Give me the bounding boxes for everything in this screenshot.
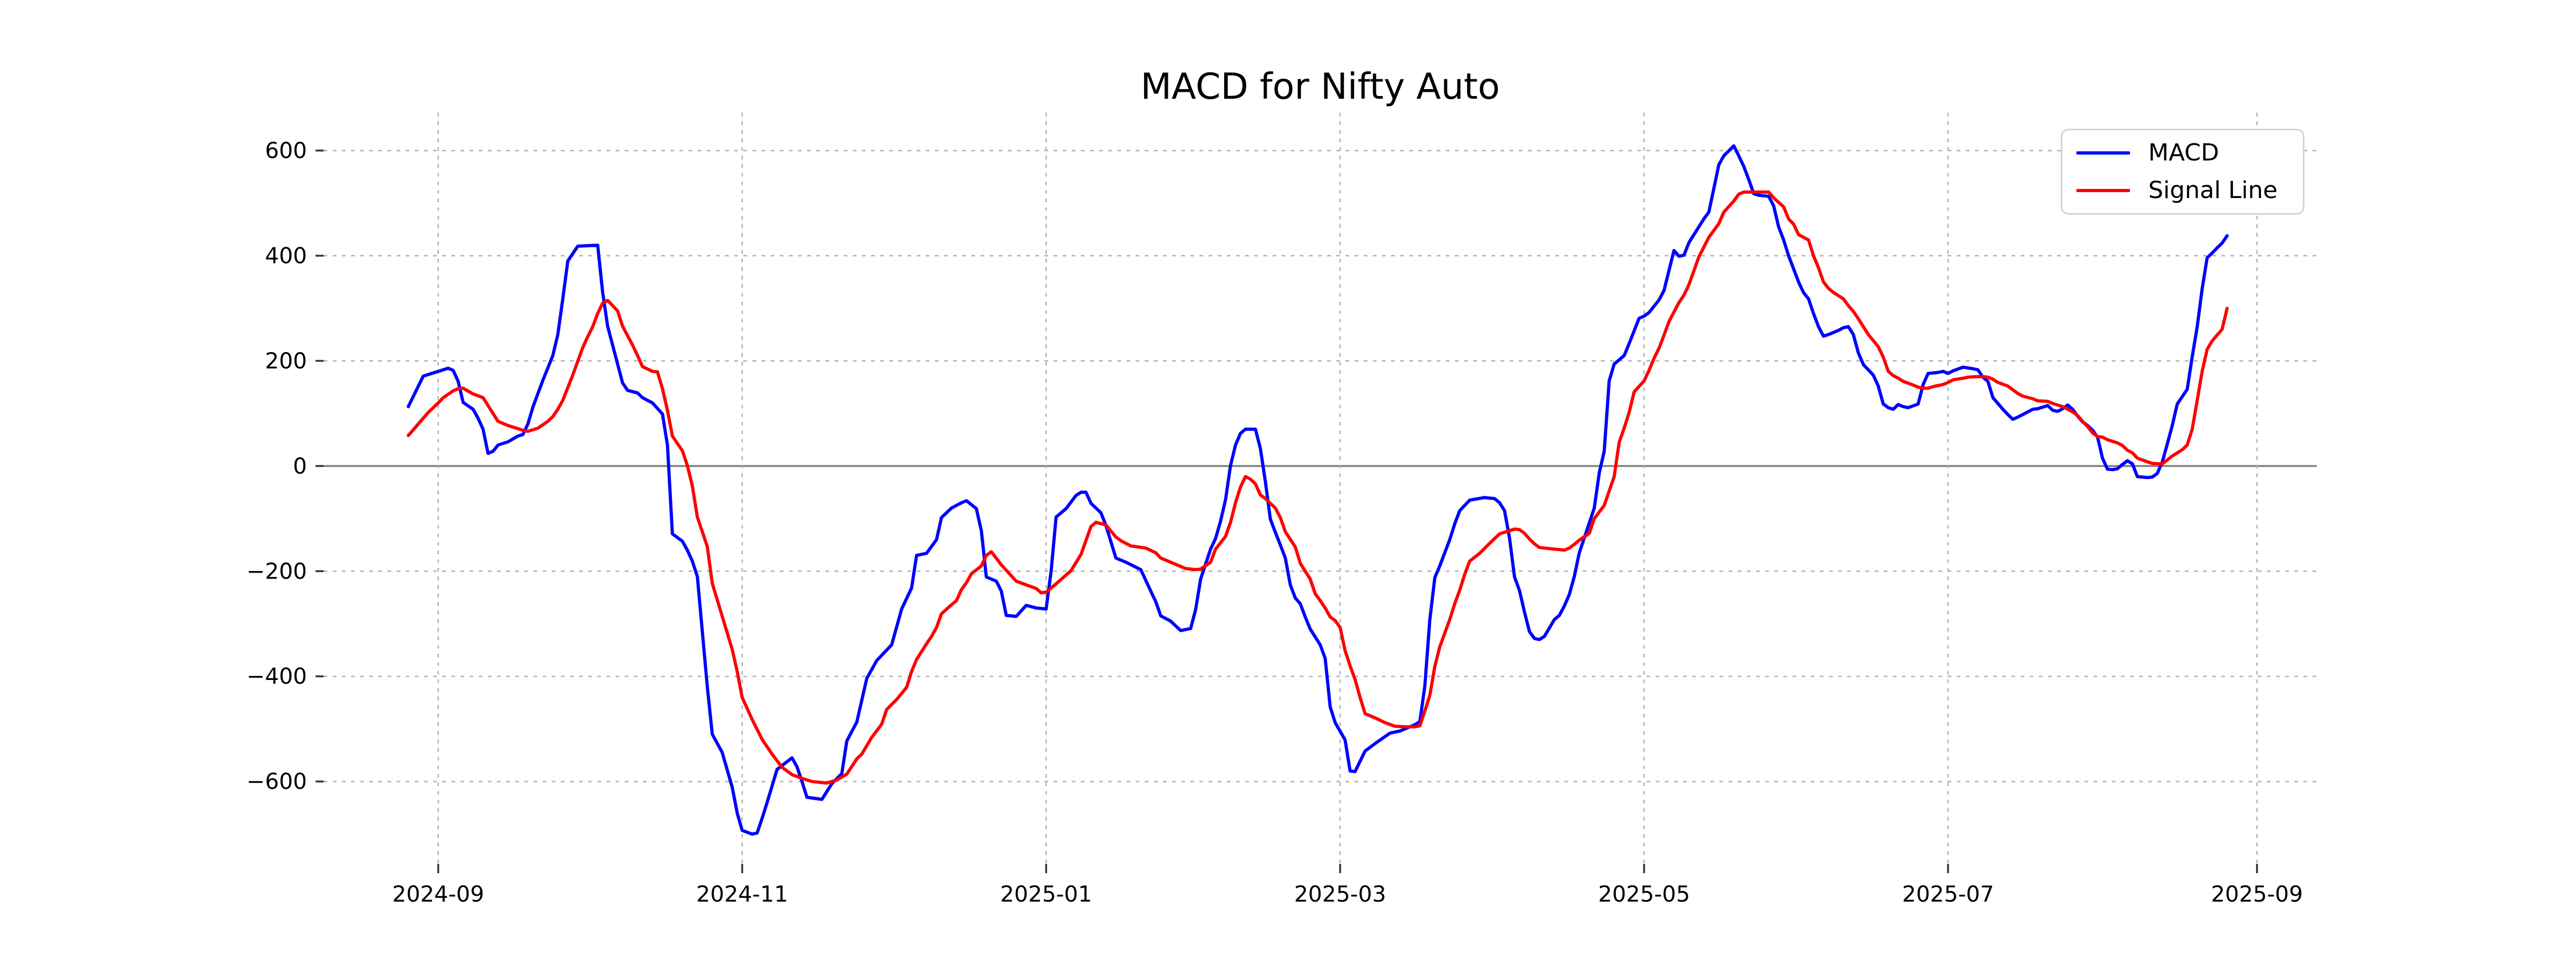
y-tick-label: −600 (246, 769, 307, 794)
y-tick-label: −400 (246, 663, 307, 689)
x-tick-label: 2025-09 (2211, 881, 2303, 907)
x-tick-label: 2024-11 (696, 881, 788, 907)
y-tick-label: 400 (265, 243, 307, 268)
y-tick-label: −200 (246, 558, 307, 584)
legend-item-signal: Signal Line (2076, 179, 2303, 202)
legend: MACD Signal Line (2061, 129, 2304, 215)
x-tick-label: 2025-01 (1000, 881, 1092, 907)
legend-label-signal: Signal Line (2148, 177, 2278, 204)
x-tick-label: 2025-03 (1294, 881, 1386, 907)
macd-line (406, 144, 2229, 836)
legend-label-macd: MACD (2148, 139, 2219, 166)
signal-line (406, 190, 2229, 785)
y-tick-label: 600 (265, 138, 307, 164)
y-tick-label: 200 (265, 348, 307, 374)
chart-title: MACD for Nifty Auto (1140, 65, 1500, 107)
x-tick-label: 2025-07 (1902, 881, 1994, 907)
x-tick-label: 2024-09 (392, 881, 484, 907)
legend-item-macd: MACD (2076, 141, 2303, 165)
x-tick-label: 2025-05 (1598, 881, 1690, 907)
macd-line-swatch (2076, 151, 2130, 155)
y-tick-label: 0 (293, 453, 307, 479)
signal-line-swatch (2076, 189, 2130, 192)
